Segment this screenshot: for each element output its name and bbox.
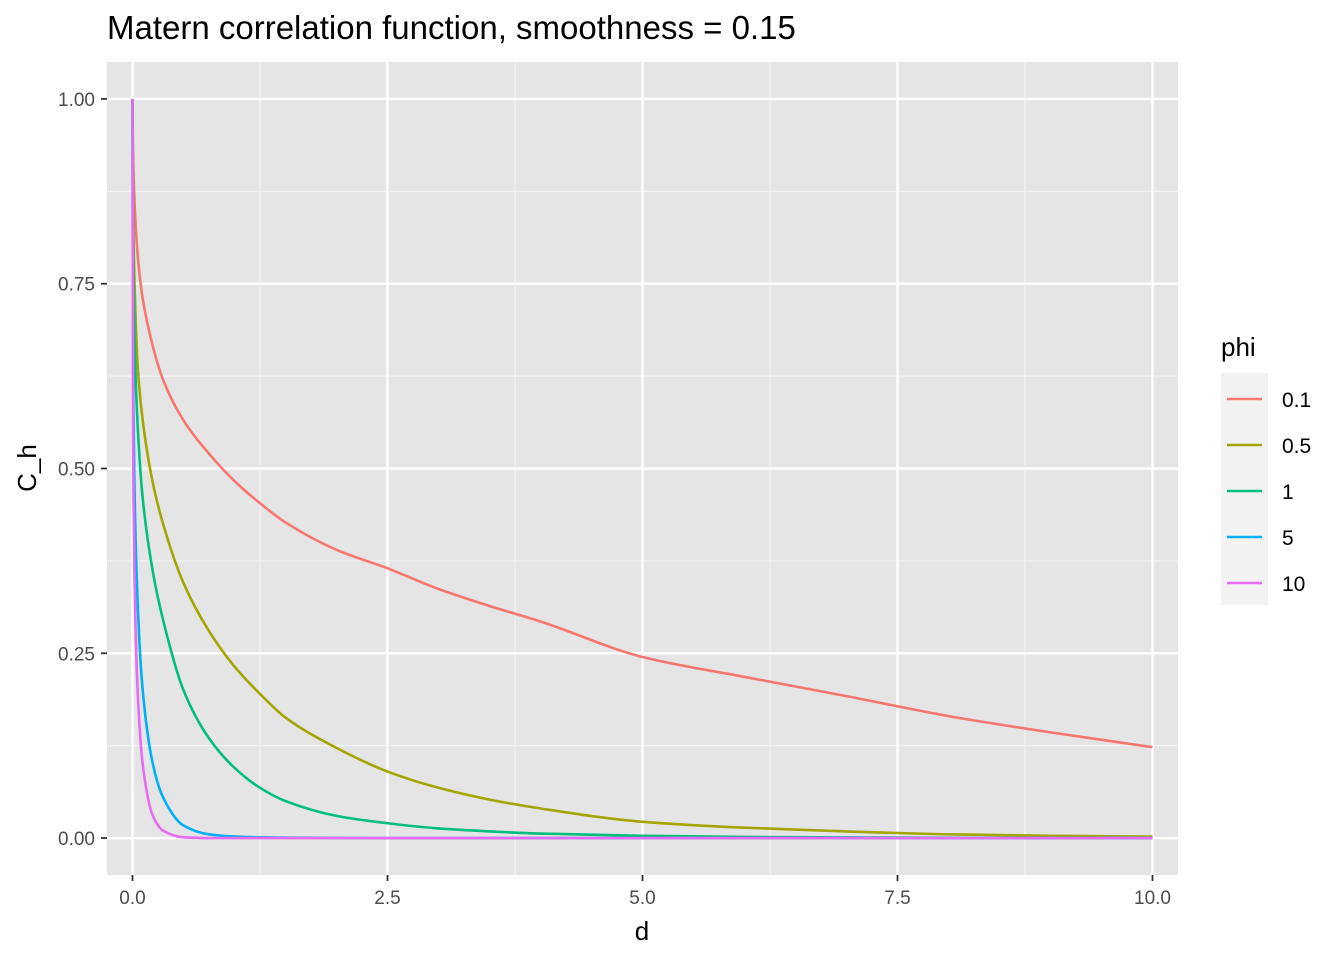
legend-label: 1 (1282, 481, 1294, 504)
legend-title: phi (1221, 332, 1256, 362)
legend-label: 0.5 (1282, 435, 1311, 458)
series-line-phi-0-5 (131, 98, 1153, 838)
y-tick-label: 0.75 (58, 275, 95, 296)
x-axis: 0.0 2.5 5.0 7.5 10.0 (119, 875, 1171, 909)
y-axis-title: C_h (12, 444, 42, 492)
legend-key-background (1221, 373, 1268, 605)
y-tick-label: 0.50 (58, 460, 95, 481)
y-axis: 0.00 0.25 0.50 0.75 1.00 (58, 90, 107, 850)
legend: phi 0.1 0.5 1 5 10 (1221, 332, 1311, 605)
x-tick-label: 5.0 (629, 888, 655, 909)
x-tick-label: 10.0 (1134, 888, 1171, 909)
series-line-phi-0-1 (131, 98, 1153, 749)
series-line-phi-10 (131, 98, 1153, 840)
legend-label: 5 (1282, 527, 1294, 550)
x-tick-label: 7.5 (884, 888, 910, 909)
x-tick-label: 0.0 (119, 888, 145, 909)
y-tick-label: 0.00 (58, 829, 95, 850)
x-tick-label: 2.5 (374, 888, 400, 909)
series-layer (131, 98, 1153, 840)
legend-label: 10 (1282, 573, 1305, 596)
y-tick-label: 1.00 (58, 90, 95, 111)
y-tick-label: 0.25 (58, 644, 95, 665)
chart-title: Matern correlation function, smoothness … (107, 9, 796, 46)
legend-label: 0.1 (1282, 389, 1311, 412)
x-axis-title: d (635, 916, 649, 946)
